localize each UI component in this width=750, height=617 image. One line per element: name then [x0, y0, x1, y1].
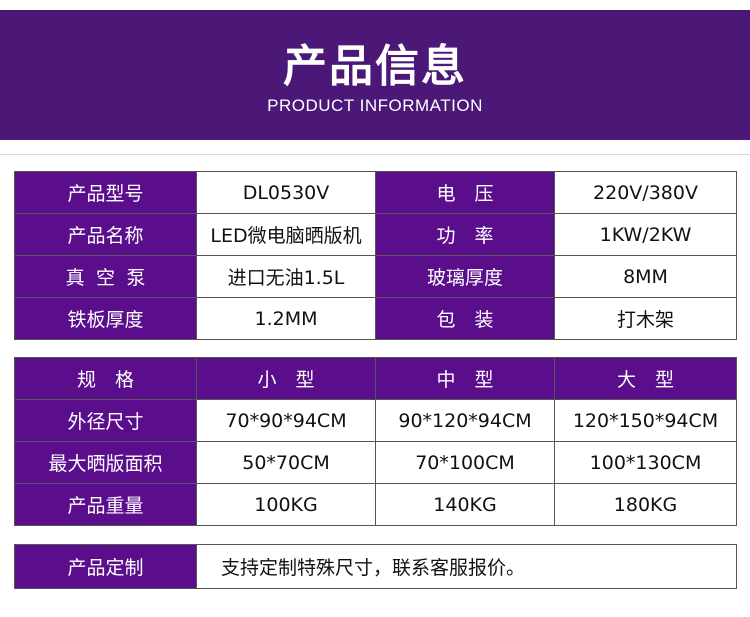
table-row: 真空泵 进口无油1.5L 玻璃厚度 8MM	[14, 255, 737, 298]
spec-label: 功 率	[375, 213, 555, 256]
size-value: 140KG	[375, 483, 555, 526]
row-label: 产品重量	[14, 483, 197, 526]
size-value: 70*100CM	[375, 441, 555, 484]
size-value: 100*130CM	[554, 441, 737, 484]
spec-label: 产品名称	[14, 213, 197, 256]
size-value: 70*90*94CM	[196, 399, 376, 442]
size-value: 50*70CM	[196, 441, 376, 484]
spec-value: LED微电脑晒版机	[196, 213, 376, 256]
table-row: 最大晒版面积 50*70CM 70*100CM 100*130CM	[14, 441, 737, 484]
spec-label: 产品型号	[14, 171, 197, 214]
spec-label: 真空泵	[14, 255, 197, 298]
page-title: 产品信息	[283, 41, 467, 92]
spec-label: 玻璃厚度	[375, 255, 555, 298]
size-value: 120*150*94CM	[554, 399, 737, 442]
spec-value: 8MM	[554, 255, 737, 298]
row-label: 最大晒版面积	[14, 441, 197, 484]
column-header: 中 型	[375, 357, 555, 400]
spec-table: 产品型号 DL0530V 电 压 220V/380V 产品名称 LED微电脑晒版…	[14, 171, 737, 340]
size-value: 180KG	[554, 483, 737, 526]
table-row: 铁板厚度 1.2MM 包 装 打木架	[14, 297, 737, 340]
spec-label: 电 压	[375, 171, 555, 214]
spec-value: 进口无油1.5L	[196, 255, 376, 298]
size-value: 100KG	[196, 483, 376, 526]
spec-value: 220V/380V	[554, 171, 737, 214]
page-subtitle: PRODUCT INFORMATION	[267, 96, 483, 115]
custom-table: 产品定制 支持定制特殊尺寸，联系客服报价。	[14, 544, 737, 589]
column-header: 小 型	[196, 357, 376, 400]
divider	[0, 154, 750, 155]
table-row: 产品名称 LED微电脑晒版机 功 率 1KW/2KW	[14, 213, 737, 256]
spec-value: 1.2MM	[196, 297, 376, 340]
table-row: 产品型号 DL0530V 电 压 220V/380V	[14, 171, 737, 214]
size-table: 规 格 小 型 中 型 大 型 外径尺寸 70*90*94CM 90*120*9…	[14, 357, 737, 526]
spec-label: 包 装	[375, 297, 555, 340]
table-row: 产品重量 100KG 140KG 180KG	[14, 483, 737, 526]
size-value: 90*120*94CM	[375, 399, 555, 442]
header-banner: 产品信息 PRODUCT INFORMATION	[0, 10, 750, 140]
row-label: 外径尺寸	[14, 399, 197, 442]
spec-label: 铁板厚度	[14, 297, 197, 340]
table-header-row: 规 格 小 型 中 型 大 型	[14, 357, 737, 400]
custom-label: 产品定制	[14, 544, 197, 589]
column-header: 大 型	[554, 357, 737, 400]
spec-value: 1KW/2KW	[554, 213, 737, 256]
custom-text: 支持定制特殊尺寸，联系客服报价。	[196, 544, 737, 589]
spec-value: 打木架	[554, 297, 737, 340]
column-header: 规 格	[14, 357, 197, 400]
table-row: 产品定制 支持定制特殊尺寸，联系客服报价。	[14, 544, 737, 589]
table-row: 外径尺寸 70*90*94CM 90*120*94CM 120*150*94CM	[14, 399, 737, 442]
spec-value: DL0530V	[196, 171, 376, 214]
